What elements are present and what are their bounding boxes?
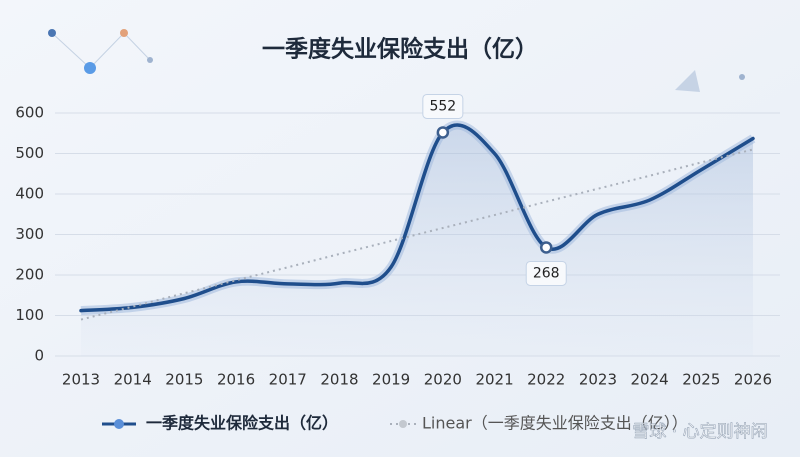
watermark: 雪球 · 心定则神闲 — [632, 422, 767, 442]
y-tick-label: 500 — [15, 144, 44, 162]
legend-dot — [114, 419, 124, 429]
x-tick-label: 2023 — [579, 371, 617, 389]
data-label: 268 — [533, 265, 560, 281]
y-tick-label: 200 — [15, 266, 44, 284]
chart-title: 一季度失业保险支出（亿） — [262, 36, 538, 63]
point — [436, 126, 450, 139]
trend-line — [80, 148, 754, 321]
x-tick-label: 2025 — [682, 371, 720, 389]
x-tick-label: 2017 — [269, 371, 307, 389]
legend-dot — [399, 420, 407, 428]
x-tick-label: 2014 — [114, 371, 152, 389]
x-tick-label: 2013 — [62, 371, 100, 389]
area — [81, 124, 753, 356]
x-tick-label: 2015 — [165, 371, 203, 389]
x-tick-label: 2020 — [424, 371, 462, 389]
x-tick-label: 2021 — [475, 371, 513, 389]
y-tick-label: 0 — [34, 347, 44, 365]
x-tick-label: 2022 — [527, 371, 565, 389]
data-label: 552 — [429, 98, 456, 114]
x-tick-label: 2026 — [734, 371, 772, 389]
y-tick-label: 100 — [15, 306, 44, 324]
x-tick-label: 2019 — [372, 371, 410, 389]
line — [79, 123, 755, 313]
label-box — [525, 260, 567, 286]
x-tick-label: 2024 — [631, 371, 669, 389]
x-tick-label: 2016 — [217, 371, 255, 389]
label-box — [422, 93, 464, 119]
y-tick-label: 300 — [15, 225, 44, 243]
decoration — [48, 29, 745, 92]
legend-label: Linear（一季度失业保险支出（亿）） — [422, 414, 688, 433]
x-tick-label: 2018 — [320, 371, 358, 389]
point — [539, 241, 553, 254]
legend-label: 一季度失业保险支出（亿） — [146, 414, 338, 433]
y-tick-label: 400 — [15, 185, 44, 203]
y-tick-label: 600 — [15, 104, 44, 122]
